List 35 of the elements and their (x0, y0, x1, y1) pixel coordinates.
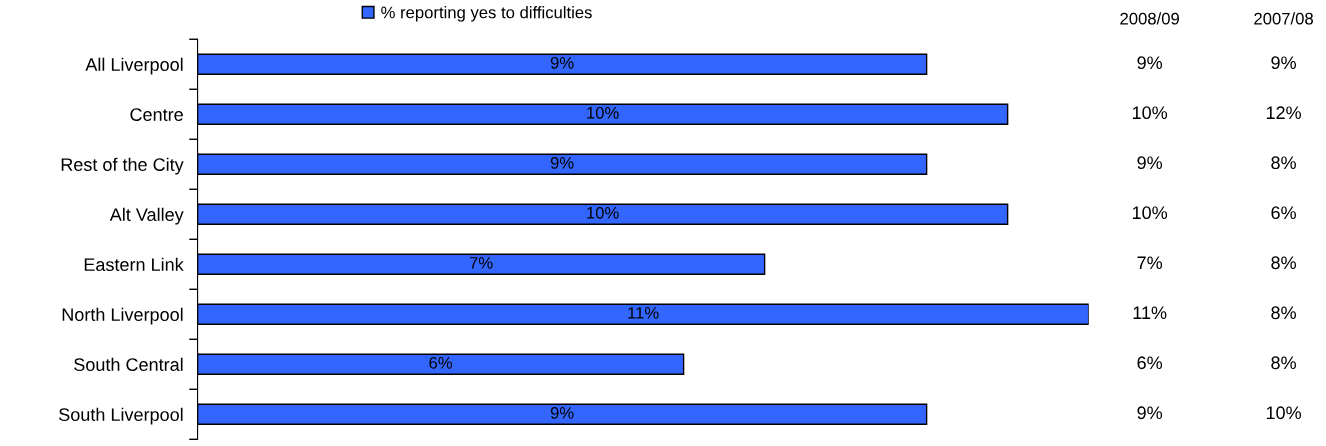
y-tick-label: Rest of the City (61, 157, 184, 175)
text: 10% (1266, 406, 1301, 420)
data-label: 9% (550, 156, 574, 169)
text: 10% (1132, 206, 1168, 220)
legend-label: % reporting yes to difficulties (381, 6, 592, 22)
text: 9% (1137, 156, 1163, 170)
y-tick-label: Alt Valley (109, 207, 184, 225)
text: 8% (1271, 306, 1296, 320)
y-tick-label: Centre (130, 108, 183, 121)
data-label: 10% (587, 106, 619, 119)
y-tick-label: South Central (74, 357, 183, 372)
text: 9% (1137, 56, 1163, 70)
text: 11% (1133, 306, 1167, 320)
data-label: 9% (550, 56, 574, 69)
data-label: 11% (628, 307, 659, 319)
data-label: 9% (550, 406, 574, 419)
text: 2007/08 (1254, 12, 1313, 25)
text: 12% (1266, 106, 1301, 120)
data-label: 7% (469, 257, 493, 269)
text: 7% (1137, 256, 1163, 270)
text: 8% (1271, 256, 1296, 270)
y-tick-label: North Liverpool (62, 307, 183, 325)
text: 8% (1271, 356, 1296, 370)
y-tick-label: All Liverpool (85, 57, 183, 75)
y-tick-label: Eastern Link (84, 257, 184, 271)
text: 9% (1137, 406, 1163, 420)
text: 2008/09 (1120, 12, 1179, 25)
text: 6% (1137, 356, 1163, 370)
data-label: 6% (429, 356, 453, 369)
data-label: 10% (587, 206, 619, 219)
y-tick-label: South Liverpool (59, 407, 183, 425)
text: 8% (1271, 156, 1296, 170)
text: 9% (1271, 56, 1296, 70)
text: 10% (1132, 106, 1168, 120)
text: 6% (1271, 206, 1296, 220)
